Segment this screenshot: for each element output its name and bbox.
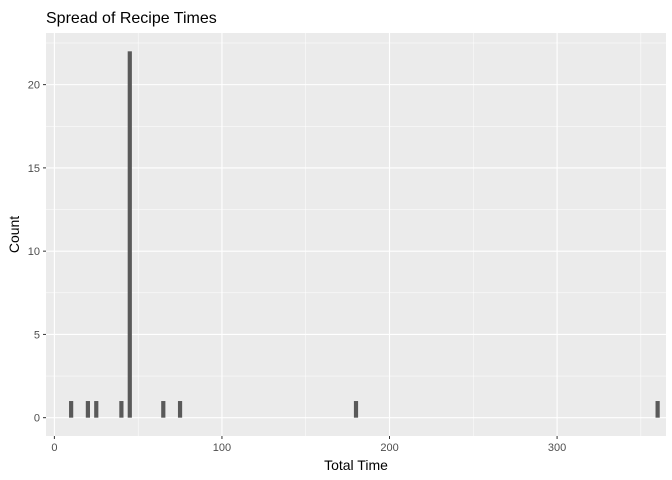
y-tick-label: 15 (28, 163, 40, 175)
histogram-bar (119, 401, 124, 418)
histogram-bar (127, 51, 132, 418)
y-axis-title: Count (6, 216, 22, 253)
y-axis-ticks: 0 5 10 15 20 (28, 80, 46, 425)
x-tick-label: 100 (213, 442, 231, 454)
x-tick-label: 200 (380, 442, 398, 454)
histogram-bar (85, 401, 90, 418)
histogram-bar (353, 401, 359, 418)
x-tick-label: 0 (51, 442, 57, 454)
histogram-bar (655, 401, 660, 418)
histogram-bar (69, 401, 74, 418)
chart-title: Spread of Recipe Times (46, 10, 217, 27)
histogram-bar (161, 401, 166, 418)
x-tick-label: 300 (548, 442, 566, 454)
x-axis-title: Total Time (324, 457, 388, 473)
x-axis-ticks: 0 100 200 300 (51, 436, 566, 454)
y-tick-label: 20 (28, 80, 40, 92)
histogram-bar (94, 401, 99, 418)
plot-panel (46, 33, 666, 436)
bars (69, 51, 660, 418)
histogram-bar (177, 401, 183, 418)
y-tick-label: 5 (34, 329, 40, 341)
y-tick-label: 0 (34, 413, 40, 425)
y-tick-label: 10 (28, 246, 40, 258)
